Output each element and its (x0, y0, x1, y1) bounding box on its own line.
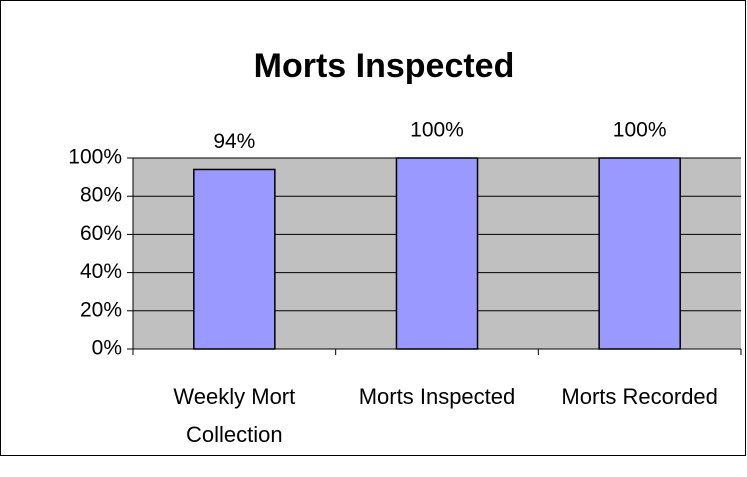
y-tick-label: 80% (80, 184, 122, 207)
y-tick-label: 40% (80, 260, 122, 283)
y-tick-label: 0% (92, 337, 122, 360)
bar (598, 157, 681, 350)
bar (193, 168, 276, 350)
y-tick-label: 20% (80, 298, 122, 321)
data-label: 100% (410, 119, 464, 142)
y-tick-label: 100% (68, 146, 122, 169)
y-tick-label: 60% (80, 222, 122, 245)
chart-title: Morts Inspected (254, 47, 515, 85)
data-label: 100% (613, 119, 667, 142)
x-tick-label: Weekly Mort Collection (173, 384, 296, 447)
x-tick-label: Morts Recorded (561, 384, 718, 409)
bar (395, 157, 479, 350)
data-label: 94% (213, 130, 255, 153)
x-tick-label: Morts Inspected (358, 384, 516, 409)
